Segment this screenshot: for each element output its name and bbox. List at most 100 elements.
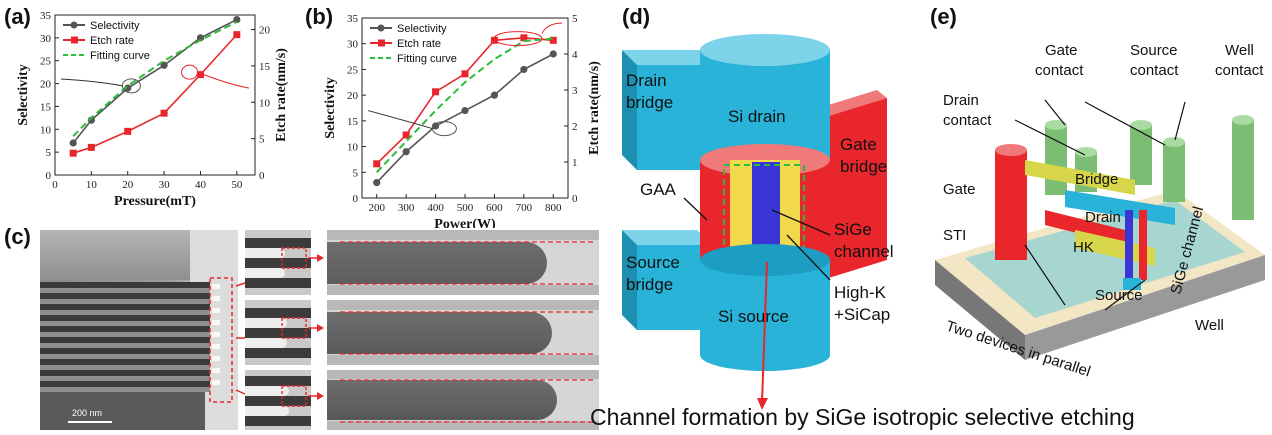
label-si-drain: Si drain xyxy=(728,107,786,126)
y-tick-label: 30 xyxy=(40,33,52,45)
y-tick-label: 15 xyxy=(347,116,359,128)
y-tick-label: 10 xyxy=(40,124,52,136)
y-tick-label: 20 xyxy=(40,79,52,91)
si-drain xyxy=(700,50,830,160)
x-tick-label: 0 xyxy=(52,179,58,191)
label-si-source: Si source xyxy=(718,307,789,326)
legend-label: Etch rate xyxy=(90,35,134,47)
data-point xyxy=(373,178,381,187)
gate-pillar xyxy=(995,150,1027,260)
data-point xyxy=(196,34,205,42)
y2-tick-label: 4 xyxy=(572,49,578,61)
data-point xyxy=(87,143,95,151)
legend-marker xyxy=(70,21,78,29)
y-tick-label: 0 xyxy=(46,170,52,182)
label-sige-channel-1: SiGe xyxy=(834,220,872,239)
data-point xyxy=(69,139,77,147)
label-gate: Gate xyxy=(943,181,976,198)
label-gate-contact-2: contact xyxy=(1035,62,1084,79)
data-point xyxy=(373,160,381,168)
tem-zoom-image-2 xyxy=(327,300,599,365)
schematic-e: Gate contact Source contact Well contact… xyxy=(935,42,1265,380)
data-point xyxy=(160,109,168,117)
x-tick-label: 40 xyxy=(195,179,207,191)
figure-caption: Channel formation by SiGe isotropic sele… xyxy=(590,404,1135,430)
label-drain-contact-2: contact xyxy=(943,112,992,129)
tem-zoom-image-1 xyxy=(327,230,599,295)
annotation-arrow xyxy=(541,22,563,34)
label-well: Well xyxy=(1195,317,1224,334)
annotation-ellipse xyxy=(181,64,199,80)
y2-tick-label: 10 xyxy=(259,97,271,109)
y2-tick-label: 0 xyxy=(259,170,265,182)
tem-overview-image: 200 nm xyxy=(40,230,238,430)
y-tick-label: 25 xyxy=(347,64,359,76)
data-point xyxy=(520,65,528,74)
plot-frame xyxy=(54,14,256,176)
x-axis-label: Pressure(mT) xyxy=(114,194,196,209)
label-source-contact-1: Source xyxy=(1130,42,1178,59)
label-high-k-1: High-K xyxy=(834,283,887,302)
legend-marker xyxy=(378,39,385,47)
tem-panel: 200 nm xyxy=(40,228,600,433)
legend-label: Fitting curve xyxy=(90,50,150,62)
annotation-arrow xyxy=(367,110,433,130)
annotation-arrow xyxy=(197,71,250,89)
x-tick-label: 400 xyxy=(427,202,444,214)
panel-label-e: (e) xyxy=(930,4,957,29)
label-sti: STI xyxy=(943,227,966,244)
y2-tick-label: 5 xyxy=(572,13,578,25)
y-tick-label: 25 xyxy=(40,56,52,68)
label-drain-bridge-1: Drain xyxy=(626,71,667,90)
y-tick-label: 35 xyxy=(347,13,359,25)
x-tick-label: 500 xyxy=(457,202,474,214)
data-point xyxy=(490,91,499,99)
chart-a: 0 10 20 30 40 50 0 5 10 15 20 25 30 35 0 5 10 15 20 Pressur… xyxy=(16,10,289,209)
series-line-2 xyxy=(72,20,238,137)
y-axis-label: Selectivity xyxy=(16,64,31,125)
x-tick-label: 30 xyxy=(159,179,171,191)
legend-label: Etch rate xyxy=(397,38,441,50)
label-gate-contact-1: Gate xyxy=(1045,42,1078,59)
label-source: Source xyxy=(1095,287,1143,304)
label-gaa: GAA xyxy=(640,180,677,199)
label-gate-bridge-1: Gate xyxy=(840,135,877,154)
data-point xyxy=(69,149,77,157)
y-tick-label: 20 xyxy=(347,90,359,102)
scale-bar-label: 200 nm xyxy=(72,408,103,418)
y-tick-label: 0 xyxy=(353,193,359,205)
legend-label: Fitting curve xyxy=(397,53,457,65)
x-tick-label: 20 xyxy=(122,179,134,191)
annotation-ellipse xyxy=(493,31,543,47)
label-drain-contact-1: Drain xyxy=(943,92,979,109)
panel-label-a: (a) xyxy=(4,4,31,29)
legend-label: Selectivity xyxy=(397,23,447,35)
data-point xyxy=(233,15,241,24)
label-sige-channel-2: channel xyxy=(834,242,894,261)
label-well-contact-1: Well xyxy=(1225,42,1254,59)
data-point xyxy=(160,61,168,69)
panel-label-d: (d) xyxy=(622,4,651,29)
x-tick-label: 600 xyxy=(486,202,503,214)
legend-marker xyxy=(377,24,385,32)
data-point xyxy=(196,71,204,79)
data-point xyxy=(520,34,528,42)
tem-medium-image-1 xyxy=(245,230,311,295)
tem-medium-image-2 xyxy=(245,300,311,365)
y-tick-label: 35 xyxy=(40,10,52,22)
x-tick-label: 800 xyxy=(545,202,562,214)
label-drain: Drain xyxy=(1085,209,1121,226)
y2-axis-label: Etch rate(nm/s) xyxy=(587,61,602,155)
series-line-0 xyxy=(72,18,238,144)
x-tick-label: 10 xyxy=(86,179,98,191)
data-point xyxy=(233,31,241,39)
label-well-contact-2: contact xyxy=(1215,62,1264,79)
series-line-2 xyxy=(375,37,554,173)
tem-medium-image-3 xyxy=(245,370,311,430)
sti-layer xyxy=(965,200,1245,318)
legend-marker xyxy=(71,36,78,44)
y2-tick-label: 5 xyxy=(259,134,265,146)
x-axis-label: Power(W) xyxy=(434,217,496,228)
label-high-k-2: +SiCap xyxy=(834,305,890,324)
x-tick-label: 300 xyxy=(398,202,415,214)
